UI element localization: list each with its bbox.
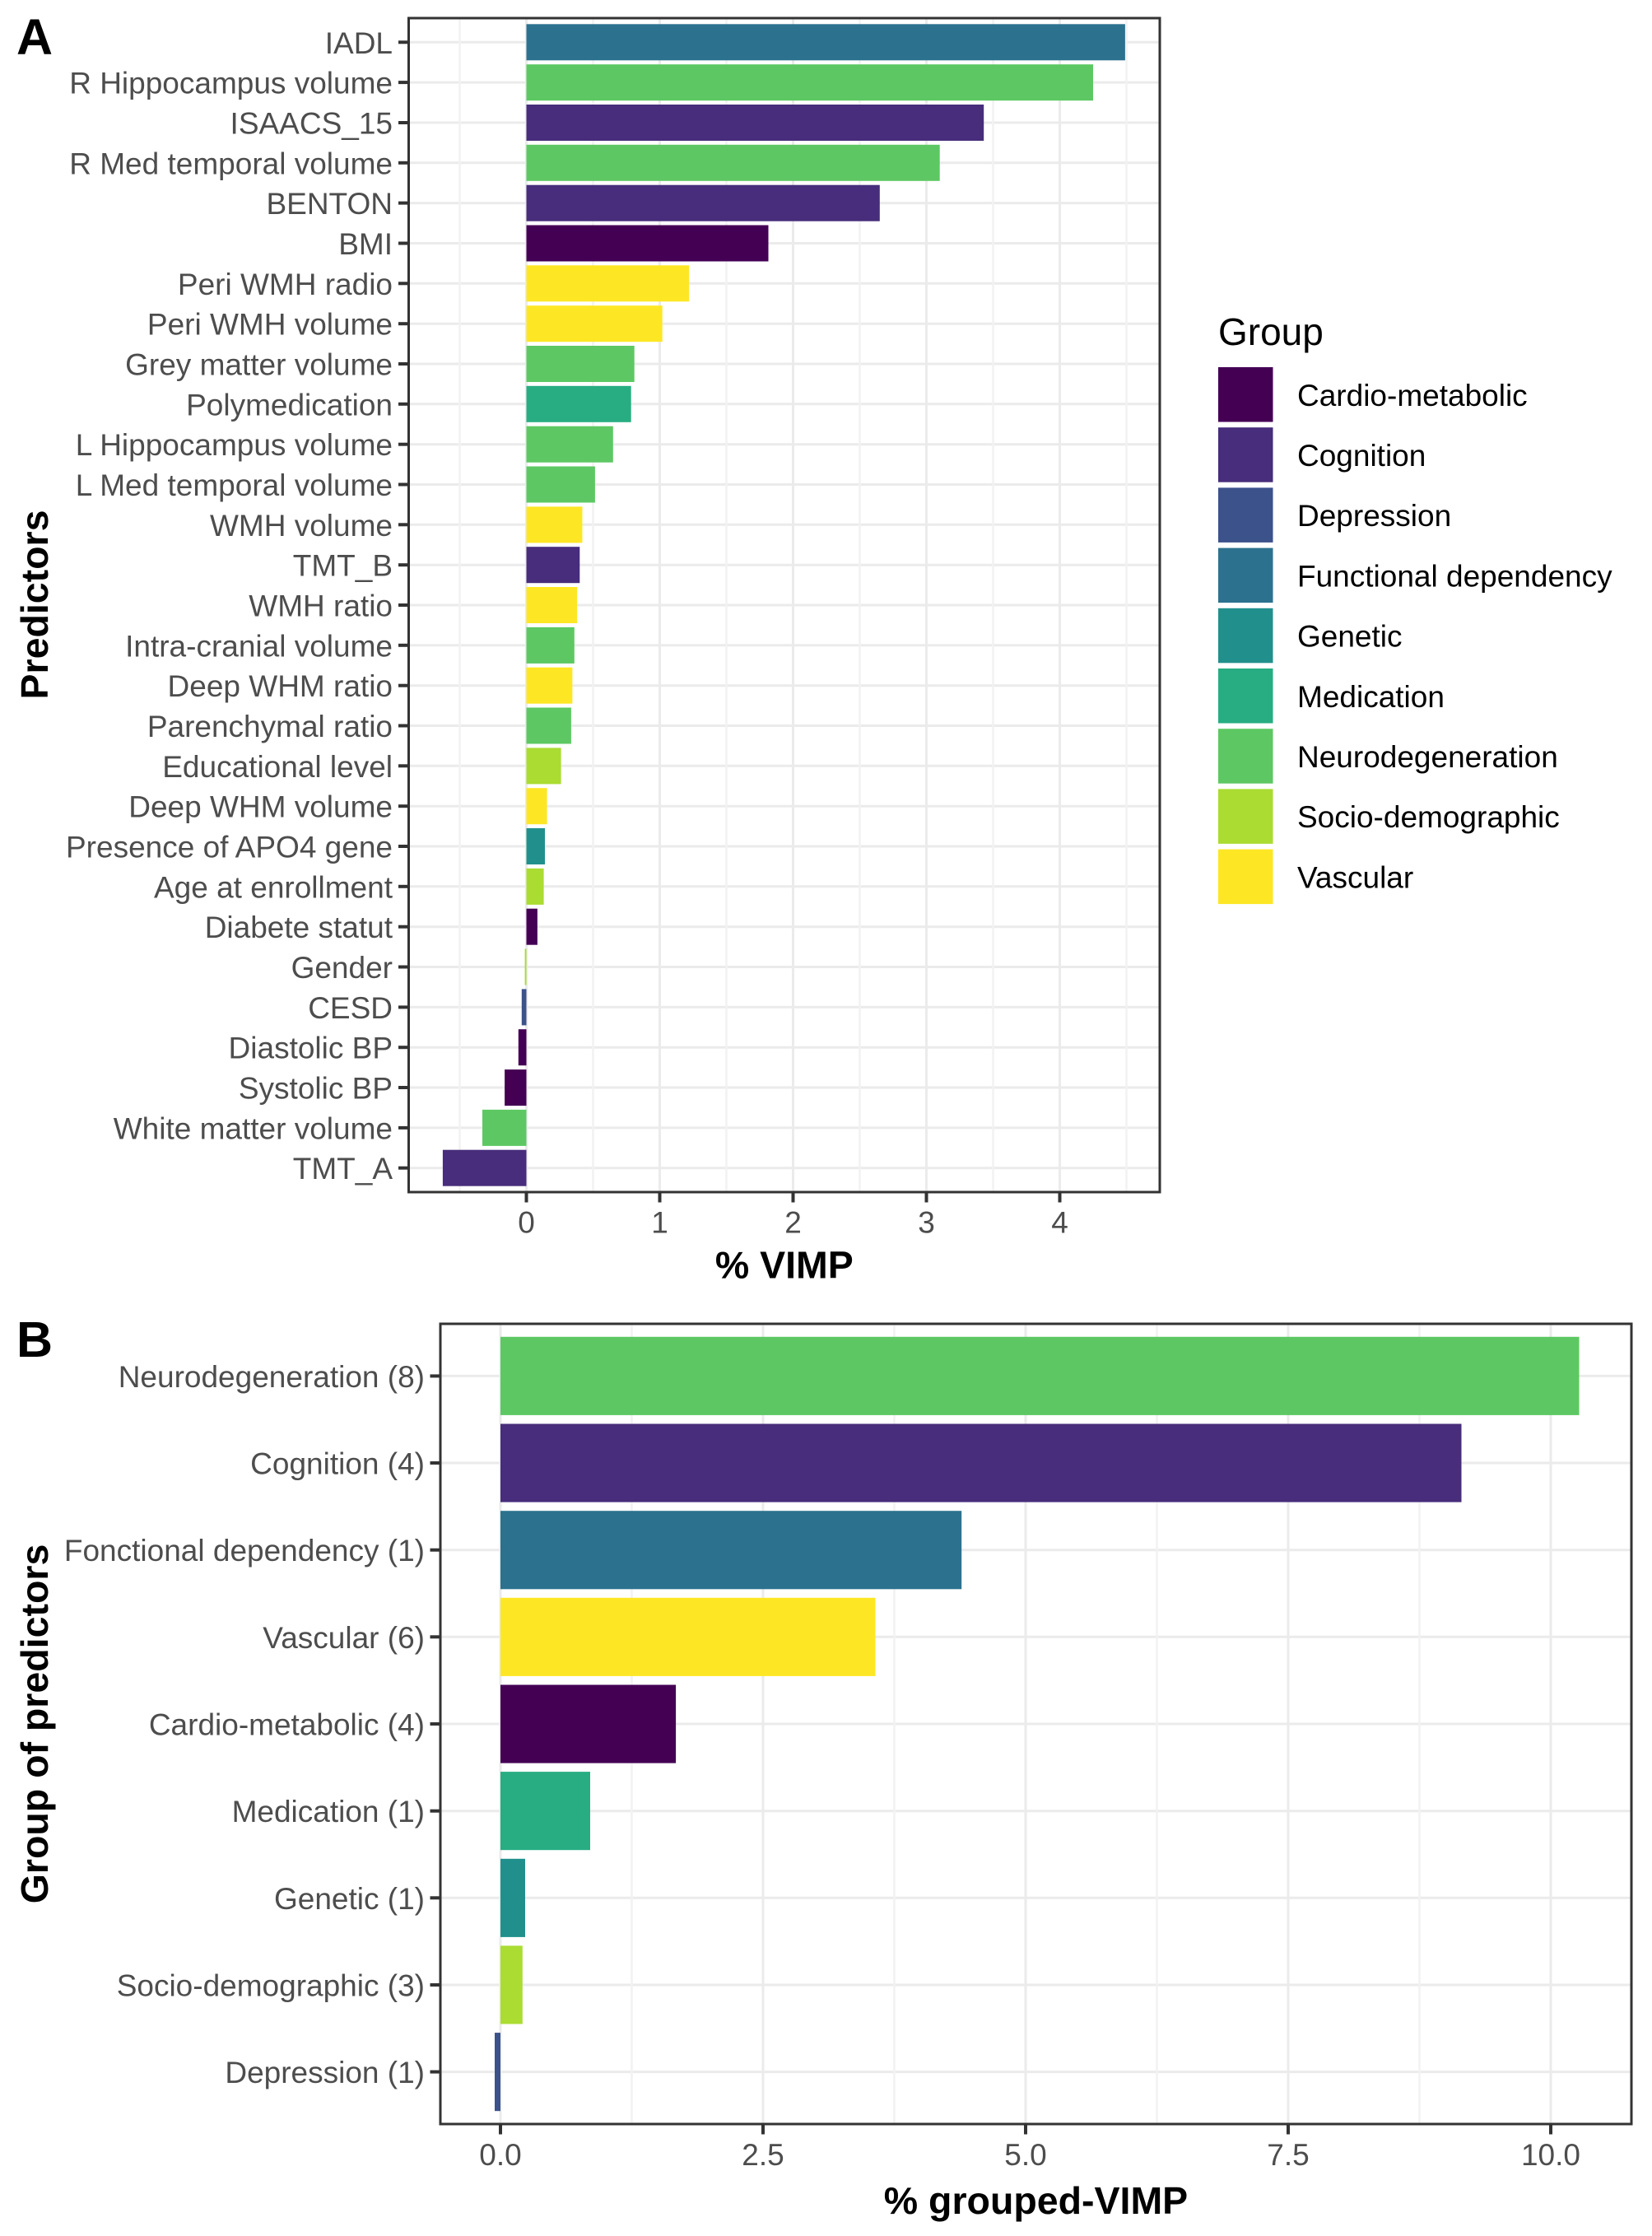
svg-text:Diastolic BP: Diastolic BP xyxy=(229,1032,393,1065)
svg-text:R Hippocampus volume: R Hippocampus volume xyxy=(69,67,393,100)
svg-text:Deep WHM ratio: Deep WHM ratio xyxy=(168,669,393,703)
svg-text:White matter volume: White matter volume xyxy=(114,1111,393,1145)
svg-text:Neurodegeneration (8): Neurodegeneration (8) xyxy=(119,1360,425,1394)
svg-text:% grouped-VIMP: % grouped-VIMP xyxy=(884,2179,1188,2222)
svg-text:Peri WMH radio: Peri WMH radio xyxy=(178,268,393,301)
svg-text:Group of predictors: Group of predictors xyxy=(13,1544,56,1904)
svg-text:Predictors: Predictors xyxy=(13,510,56,699)
svg-text:5.0: 5.0 xyxy=(1004,2138,1046,2172)
svg-text:Presence of APO4 gene: Presence of APO4 gene xyxy=(66,831,393,864)
svg-text:TMT_B: TMT_B xyxy=(293,549,393,583)
svg-text:Cognition: Cognition xyxy=(1297,439,1426,473)
svg-text:2: 2 xyxy=(784,1206,802,1240)
svg-text:Vascular (6): Vascular (6) xyxy=(263,1621,425,1655)
svg-text:Cognition (4): Cognition (4) xyxy=(250,1447,425,1481)
svg-text:Educational level: Educational level xyxy=(162,750,393,784)
svg-text:10.0: 10.0 xyxy=(1521,2138,1580,2172)
svg-text:A: A xyxy=(16,9,53,65)
svg-text:Diabete statut: Diabete statut xyxy=(205,911,393,944)
svg-text:B: B xyxy=(16,1311,53,1367)
svg-text:Vascular: Vascular xyxy=(1297,860,1413,894)
svg-text:Intra-cranial volume: Intra-cranial volume xyxy=(125,629,393,663)
svg-text:L Med temporal volume: L Med temporal volume xyxy=(76,468,393,502)
svg-text:2.5: 2.5 xyxy=(742,2138,784,2172)
svg-text:WMH ratio: WMH ratio xyxy=(249,589,393,623)
svg-text:Gender: Gender xyxy=(291,951,393,985)
svg-text:3: 3 xyxy=(918,1206,935,1240)
svg-text:Cardio-metabolic: Cardio-metabolic xyxy=(1297,379,1528,412)
svg-text:Parenchymal ratio: Parenchymal ratio xyxy=(147,710,393,743)
svg-text:TMT_A: TMT_A xyxy=(293,1152,393,1186)
svg-text:Socio-demographic: Socio-demographic xyxy=(1297,800,1560,834)
svg-text:Medication: Medication xyxy=(1297,680,1445,714)
svg-text:BMI: BMI xyxy=(338,227,393,261)
svg-text:% VIMP: % VIMP xyxy=(715,1244,854,1287)
svg-text:Depression: Depression xyxy=(1297,499,1451,533)
svg-text:BENTON: BENTON xyxy=(266,187,393,221)
svg-text:Genetic: Genetic xyxy=(1297,620,1403,654)
svg-text:0.0: 0.0 xyxy=(479,2138,521,2172)
svg-text:L Hippocampus volume: L Hippocampus volume xyxy=(76,428,393,462)
svg-text:7.5: 7.5 xyxy=(1267,2138,1309,2172)
svg-text:Depression (1): Depression (1) xyxy=(225,2056,425,2089)
svg-text:CESD: CESD xyxy=(308,991,393,1025)
svg-text:Medication (1): Medication (1) xyxy=(232,1795,425,1828)
svg-text:Genetic (1): Genetic (1) xyxy=(274,1882,425,1916)
svg-text:Socio-demographic (3): Socio-demographic (3) xyxy=(117,1969,425,2003)
svg-text:WMH volume: WMH volume xyxy=(210,509,393,543)
svg-text:Cardio-metabolic (4): Cardio-metabolic (4) xyxy=(149,1708,425,1742)
svg-text:1: 1 xyxy=(651,1206,668,1240)
svg-text:Group: Group xyxy=(1218,310,1324,353)
svg-text:R Med temporal volume: R Med temporal volume xyxy=(69,147,393,180)
svg-text:IADL: IADL xyxy=(325,26,393,60)
svg-text:Neurodegeneration: Neurodegeneration xyxy=(1297,740,1558,774)
svg-text:Functional dependency: Functional dependency xyxy=(1297,559,1612,593)
svg-text:Systolic BP: Systolic BP xyxy=(239,1072,393,1106)
svg-text:ISAACS_15: ISAACS_15 xyxy=(230,107,393,141)
svg-text:Peri WMH volume: Peri WMH volume xyxy=(147,308,393,342)
svg-text:Fonctional dependency (1): Fonctional dependency (1) xyxy=(64,1534,425,1568)
svg-text:4: 4 xyxy=(1051,1206,1068,1240)
svg-text:Polymedication: Polymedication xyxy=(186,388,393,422)
svg-text:Grey matter volume: Grey matter volume xyxy=(125,348,393,382)
svg-text:Age at enrollment: Age at enrollment xyxy=(154,870,393,904)
svg-text:0: 0 xyxy=(518,1206,535,1240)
svg-text:Deep WHM volume: Deep WHM volume xyxy=(128,790,393,824)
